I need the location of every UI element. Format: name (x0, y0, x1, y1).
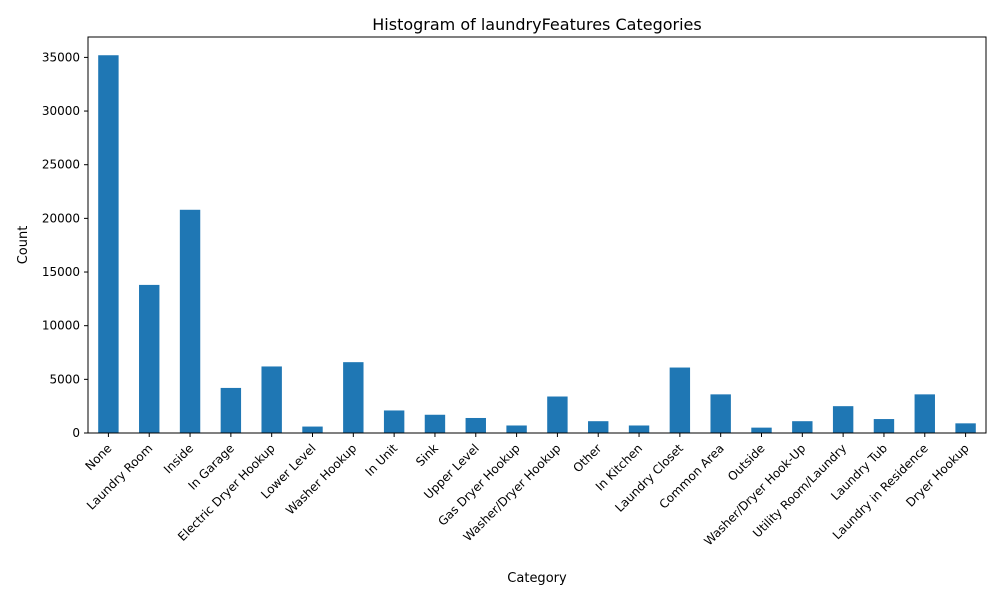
bar-13 (628, 425, 650, 433)
bar-6 (343, 362, 364, 433)
y-tick-label: 35000 (42, 50, 80, 64)
y-tick-label: 20000 (42, 211, 80, 225)
bar-21 (955, 423, 976, 433)
bar-12 (588, 421, 609, 433)
bar-1 (139, 284, 160, 433)
bar-14 (669, 367, 691, 433)
x-tick-label: Sink (413, 441, 441, 469)
bar-3 (220, 387, 242, 433)
bar-4 (261, 366, 282, 433)
y-tick-label: 30000 (42, 104, 80, 118)
y-tick-label: 0 (72, 426, 80, 440)
x-tick-label: Other (570, 441, 604, 475)
y-tick-label: 5000 (49, 372, 80, 386)
bar-10 (506, 425, 527, 433)
bars-group (98, 55, 976, 434)
bar-0 (98, 55, 119, 434)
bar-18 (832, 406, 854, 433)
bar-17 (792, 421, 813, 433)
x-axis-title: Category (507, 571, 567, 586)
x-tick-label: None (82, 441, 114, 473)
y-tick-label: 15000 (42, 265, 80, 279)
y-tick-label: 10000 (42, 319, 80, 333)
bar-16 (751, 427, 772, 433)
x-tick-label: Inside (161, 441, 196, 476)
bar-5 (302, 426, 323, 433)
x-tick-label: Washer Hookup (283, 441, 359, 517)
y-axis: 0 5000 10000 15000 20000 25000 30000 35000 (42, 50, 88, 440)
chart-title: Histogram of laundryFeatures Categories (372, 15, 701, 34)
bar-11 (547, 396, 568, 433)
y-tick-label: 25000 (42, 158, 80, 172)
bar-9 (465, 417, 486, 433)
bar-20 (914, 394, 935, 433)
x-tick-label: In Unit (363, 441, 401, 479)
plot-frame (87, 36, 987, 434)
bar-19 (873, 419, 895, 433)
bar-8 (424, 414, 446, 433)
bar-15 (710, 394, 731, 433)
bar-2 (179, 209, 201, 433)
y-axis-title: Count (16, 226, 31, 265)
bar-7 (383, 410, 405, 433)
